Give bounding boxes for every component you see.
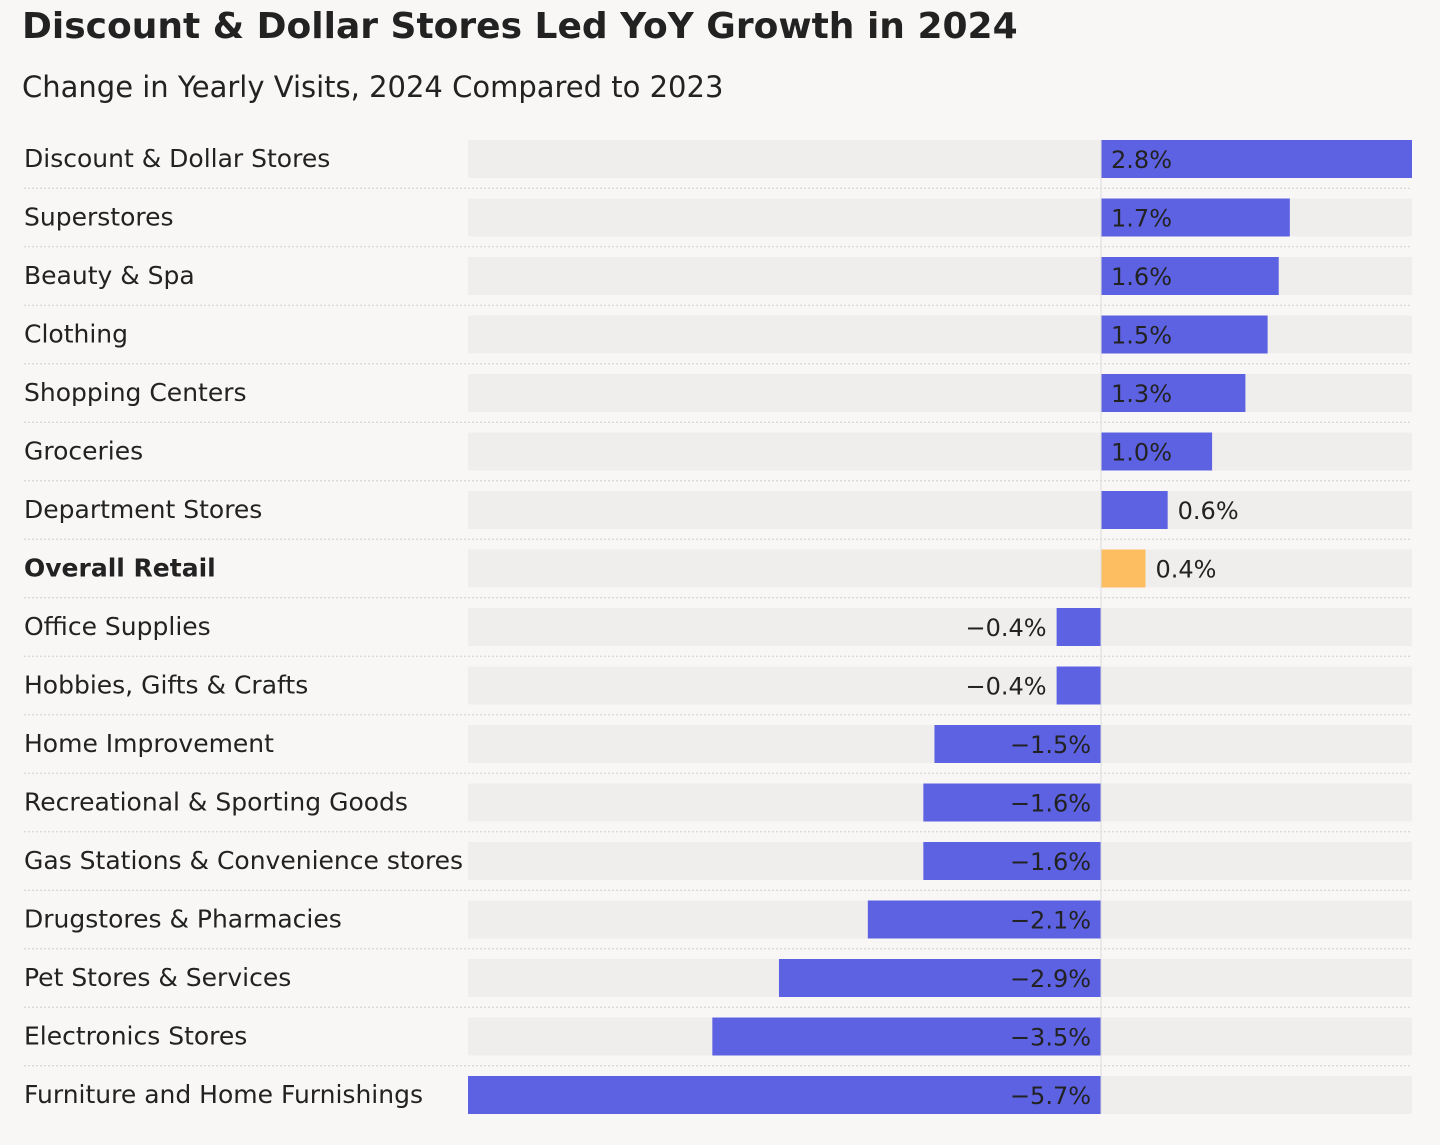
bar (1101, 198, 1290, 237)
category-label: Furniture and Home Furnishings (24, 1080, 423, 1109)
bar (1101, 257, 1279, 295)
value-label: −1.5% (1010, 731, 1091, 759)
bar (1056, 666, 1102, 705)
value-label: 0.6% (1178, 497, 1239, 525)
chart-title: Discount & Dollar Stores Led YoY Growth … (22, 6, 1018, 47)
bar (468, 1076, 1102, 1114)
category-label: Discount & Dollar Stores (24, 144, 330, 173)
bar (1101, 549, 1146, 588)
bar (1101, 432, 1213, 471)
bar (1101, 315, 1268, 354)
bar-track (468, 374, 1412, 412)
value-label: 1.3% (1111, 380, 1172, 408)
bar (867, 900, 1102, 939)
bar (923, 842, 1102, 880)
value-label: 2.8% (1111, 146, 1172, 174)
value-label: 1.7% (1111, 205, 1172, 233)
category-label: Home Improvement (24, 729, 274, 758)
bar-track (468, 491, 1412, 529)
category-label: Recreational & Sporting Goods (24, 788, 408, 817)
bar (1056, 608, 1102, 646)
bar (778, 959, 1102, 997)
value-label: 1.5% (1111, 322, 1172, 350)
category-label: Superstores (24, 203, 174, 232)
value-label: −0.4% (966, 614, 1047, 642)
bar (934, 725, 1102, 763)
category-label: Drugstores & Pharmacies (24, 905, 342, 934)
value-label: 0.4% (1155, 556, 1216, 584)
value-label: −0.4% (966, 673, 1047, 701)
category-label: Overall Retail (24, 554, 216, 583)
category-label: Clothing (24, 320, 128, 349)
value-label: −2.9% (1010, 965, 1091, 993)
value-label: −5.7% (1010, 1082, 1091, 1110)
category-label: Office Supplies (24, 612, 211, 641)
chart-subtitle: Change in Yearly Visits, 2024 Compared t… (22, 70, 723, 104)
bar-track (468, 666, 1412, 705)
bar (1101, 491, 1168, 529)
bar (923, 783, 1102, 822)
category-label: Department Stores (24, 495, 262, 524)
value-label: −1.6% (1010, 848, 1091, 876)
category-label: Pet Stores & Services (24, 963, 291, 992)
category-label: Hobbies, Gifts & Crafts (24, 671, 308, 700)
bar (1101, 374, 1246, 412)
bar-track (468, 315, 1412, 354)
value-label: −3.5% (1010, 1024, 1091, 1052)
bar (1101, 140, 1412, 178)
value-label: −2.1% (1010, 907, 1091, 935)
bar-track (468, 549, 1412, 588)
category-label: Gas Stations & Convenience stores (24, 846, 463, 875)
category-label: Beauty & Spa (24, 261, 195, 290)
value-label: 1.6% (1111, 263, 1172, 291)
bar (712, 1017, 1102, 1056)
category-label: Electronics Stores (24, 1022, 247, 1051)
bar-track (468, 608, 1412, 646)
value-label: 1.0% (1111, 439, 1172, 467)
category-label: Groceries (24, 437, 143, 466)
category-label: Shopping Centers (24, 378, 247, 407)
value-label: −1.6% (1010, 790, 1091, 818)
bar-track (468, 432, 1412, 471)
